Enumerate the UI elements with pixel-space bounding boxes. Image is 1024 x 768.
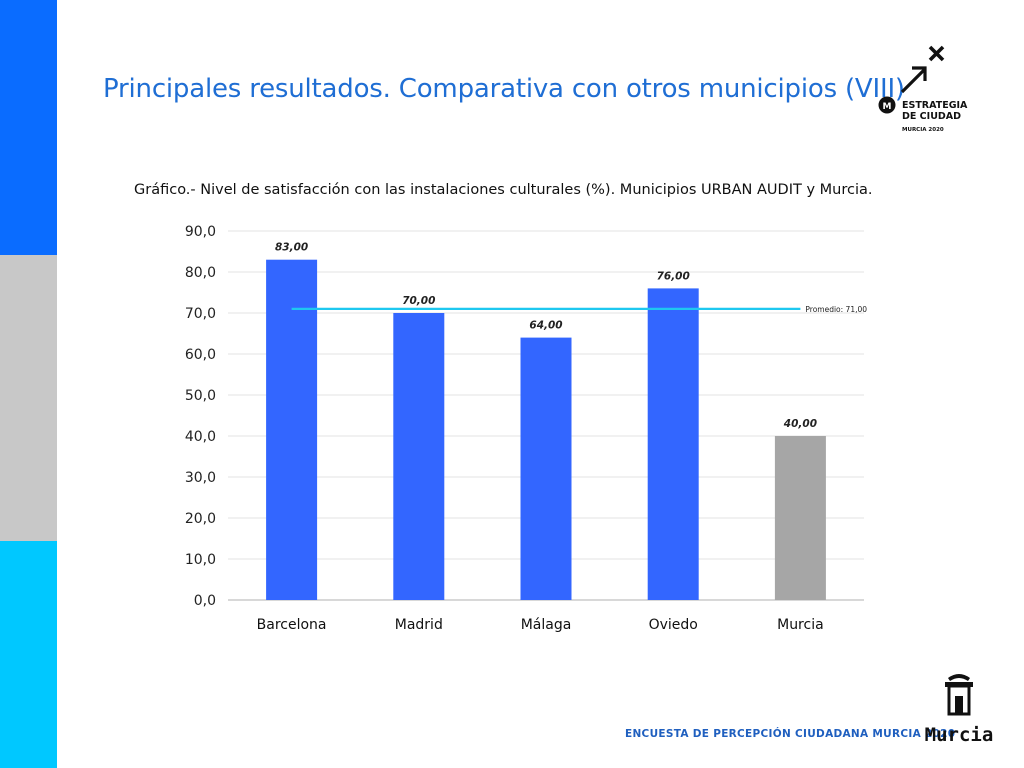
x-tick-label: Oviedo [649, 617, 698, 633]
logo-text-line3: MURCIA 2020 [902, 127, 944, 133]
murcia-city-logo: Murcia [925, 674, 994, 746]
y-tick-label: 50,0 [185, 388, 216, 404]
y-tick-label: 30,0 [185, 470, 216, 486]
side-stripe-middle [0, 255, 57, 541]
footer-survey-title: ENCUESTA DE PERCEPCIÓN CIUDADANA MURCIA … [625, 728, 956, 740]
logo-badge-circle [878, 96, 896, 114]
x-tick-label: Murcia [777, 617, 824, 633]
bar-murcia [774, 436, 826, 600]
y-tick-label: 60,0 [185, 347, 216, 363]
average-label: Promedio: 71,00 [805, 305, 867, 314]
logo-text-line2: DE CIUDAD [902, 111, 961, 122]
logo-castle-battlement [945, 682, 973, 687]
value-label: 76,00 [657, 270, 690, 282]
bar-oviedo [647, 288, 699, 600]
side-stripe-bottom [0, 541, 57, 768]
y-tick-label: 40,0 [185, 429, 216, 445]
logo-crown [948, 674, 970, 681]
logo-text-line1: ESTRATEGIA [902, 100, 968, 111]
estrategia-de-ciudad-logo: M ESTRATEGIA DE CIUDAD MURCIA 2020 [878, 45, 968, 133]
logo-cross-b [928, 45, 945, 62]
value-label: 40,00 [783, 418, 817, 430]
y-tick-label: 70,0 [185, 306, 216, 322]
x-tick-label: Málaga [521, 617, 572, 633]
x-tick-label: Barcelona [257, 617, 327, 633]
bar-málaga [520, 337, 572, 600]
x-tick-labels: Barcelona Madrid Málaga Oviedo Murcia [257, 617, 824, 633]
y-tick-label: 0,0 [194, 593, 216, 609]
logo-arrow-head [912, 66, 927, 81]
bar-madrid [393, 313, 445, 600]
y-tick-labels: 0,0 10,0 20,0 30,0 40,0 50,0 60,0 70,0 80,0 90,0 [185, 224, 216, 609]
logo-arrow-line [900, 68, 926, 94]
average-layer: Promedio: 71,00 [291, 305, 867, 314]
value-label: 83,00 [275, 242, 308, 254]
bar-chart: 0,010,020,030,040,050,060,070,080,090,0 … [185, 224, 867, 633]
value-label: 70,00 [402, 295, 435, 307]
logo-murcia-wordmark: Murcia [925, 724, 994, 746]
x-tick-label: Madrid [395, 617, 443, 633]
slide-title: Principales resultados. Comparativa con … [103, 74, 905, 104]
y-tick-label: 20,0 [185, 511, 216, 527]
logo-castle-door [955, 696, 963, 714]
chart-caption: Gráfico.- Nivel de satisfacción con las … [134, 182, 873, 198]
y-tick-label: 80,0 [185, 265, 216, 281]
bar-barcelona [266, 259, 318, 600]
value-labels: 83,00 70,00 64,00 76,00 40,00 [275, 242, 817, 430]
bars [266, 259, 826, 600]
logo-badge-letter: M [883, 102, 892, 112]
value-label: 64,00 [529, 320, 562, 332]
y-tick-label: 10,0 [185, 552, 216, 568]
side-stripe-top [0, 0, 57, 255]
y-tick-label: 90,0 [185, 224, 216, 240]
